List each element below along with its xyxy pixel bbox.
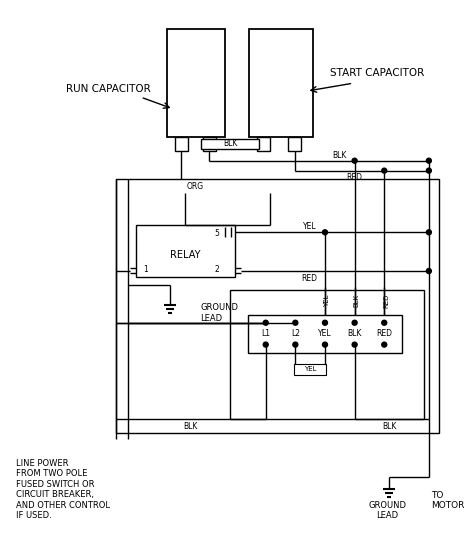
Bar [288, 137, 301, 151]
Text: BLK: BLK [223, 140, 237, 148]
Bar [203, 137, 216, 151]
Text: GROUND
LEAD: GROUND LEAD [200, 303, 238, 323]
Circle shape [293, 320, 298, 325]
Circle shape [352, 320, 357, 325]
Text: YEL: YEL [324, 295, 330, 307]
Text: 1: 1 [143, 264, 148, 273]
Text: L2: L2 [291, 329, 300, 338]
Bar [136, 225, 235, 277]
Text: RELAY: RELAY [170, 250, 201, 260]
Text: RED: RED [346, 173, 362, 182]
Bar [116, 179, 439, 433]
Text: YEL: YEL [303, 222, 316, 231]
Bar [249, 30, 312, 137]
Text: BLK: BLK [183, 422, 198, 431]
Text: GROUND
LEAD: GROUND LEAD [368, 501, 406, 520]
Circle shape [427, 230, 431, 235]
Circle shape [263, 320, 268, 325]
Text: START CAPACITOR: START CAPACITOR [330, 68, 424, 78]
Circle shape [427, 268, 431, 273]
Circle shape [322, 230, 328, 235]
Text: L1: L1 [261, 329, 270, 338]
Text: TO
MOTOR: TO MOTOR [431, 491, 464, 511]
Bar [175, 137, 188, 151]
Text: YEL: YEL [304, 367, 317, 373]
Text: RUN CAPACITOR: RUN CAPACITOR [66, 84, 151, 94]
Circle shape [382, 320, 387, 325]
Text: RED: RED [376, 329, 392, 338]
Circle shape [352, 158, 357, 163]
Text: YEL: YEL [318, 329, 332, 338]
Text: 5: 5 [215, 229, 219, 238]
Circle shape [382, 342, 387, 347]
Text: BLK: BLK [382, 422, 396, 431]
Bar [294, 363, 326, 376]
Bar [248, 315, 402, 353]
Bar [257, 137, 270, 151]
Circle shape [293, 342, 298, 347]
Bar [201, 139, 259, 149]
Text: BLK: BLK [347, 329, 362, 338]
Circle shape [322, 342, 328, 347]
Circle shape [263, 342, 268, 347]
Circle shape [382, 168, 387, 173]
Text: RED: RED [383, 294, 389, 308]
Text: BLK: BLK [354, 294, 360, 307]
Text: 2: 2 [215, 264, 219, 273]
Circle shape [427, 158, 431, 163]
Circle shape [322, 320, 328, 325]
Bar [167, 30, 225, 137]
Text: ORG: ORG [187, 182, 204, 191]
Text: RED: RED [301, 273, 318, 282]
Circle shape [427, 168, 431, 173]
Bar [230, 290, 424, 419]
Text: LINE POWER
FROM TWO POLE
FUSED SWITCH OR
CIRCUIT BREAKER,
AND OTHER CONTROL
IF U: LINE POWER FROM TWO POLE FUSED SWITCH OR… [16, 459, 110, 520]
Circle shape [352, 342, 357, 347]
Text: BLK: BLK [332, 151, 346, 160]
